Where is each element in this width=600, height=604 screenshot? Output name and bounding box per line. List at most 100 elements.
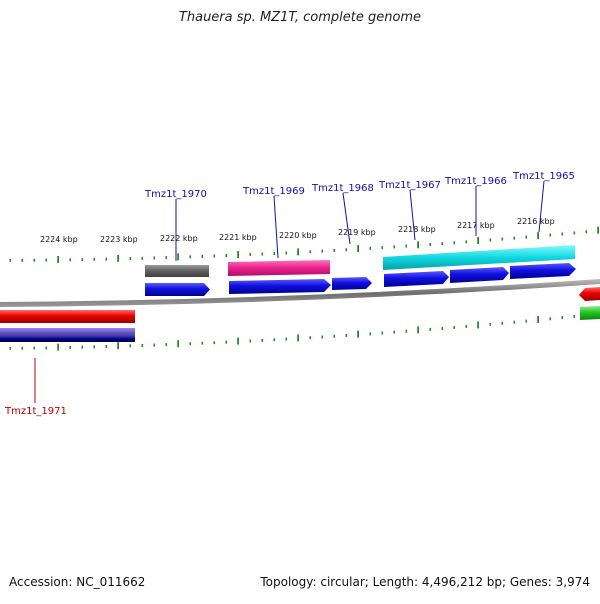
minor-tick [333, 334, 336, 338]
gene-label-tmz1t-1967[interactable]: Tmz1t_1967 [378, 180, 441, 191]
major-tick [597, 226, 599, 234]
gene-arrow-reverse-partial[interactable] [579, 287, 600, 301]
minor-tick [141, 343, 144, 347]
minor-tick [345, 248, 348, 252]
accession-text: Accession: NC_011662 [9, 575, 146, 589]
tick-label: 2219 kbp [338, 228, 376, 237]
feature-grey[interactable] [145, 265, 209, 277]
major-tick [237, 251, 239, 259]
feature-green-partial[interactable] [580, 306, 600, 320]
minor-tick [81, 258, 84, 262]
gene-arrow-tmz1t-1966[interactable] [450, 267, 509, 283]
gene-label-tmz1t-1966[interactable]: Tmz1t_1966 [444, 176, 507, 187]
minor-tick [165, 256, 168, 260]
minor-tick [69, 258, 72, 262]
major-tick [297, 248, 299, 256]
major-tick [237, 337, 239, 345]
minor-tick [165, 343, 168, 347]
minor-tick [321, 335, 324, 339]
minor-tick [201, 341, 204, 345]
minor-tick [249, 339, 252, 343]
major-tick [417, 326, 419, 334]
gene-arrow-tmz1t-1970[interactable] [145, 283, 210, 296]
minor-tick [525, 319, 528, 323]
major-tick [357, 330, 359, 338]
feature-purple[interactable] [0, 328, 135, 336]
minor-tick [465, 324, 468, 328]
minor-tick [381, 246, 384, 250]
minor-tick [21, 258, 24, 262]
gene-labels: Tmz1t_1970 Tmz1t_1969 Tmz1t_1968 Tmz1t_1… [4, 171, 575, 417]
minor-tick [249, 253, 252, 257]
minor-tick [441, 242, 444, 246]
major-tick [537, 232, 539, 240]
minor-tick [393, 330, 396, 334]
minor-tick [513, 236, 516, 240]
leader-line [273, 195, 279, 259]
minor-tick [105, 257, 108, 261]
minor-tick [369, 332, 372, 336]
leader-line [342, 192, 351, 245]
minor-tick [501, 237, 504, 241]
gene-bar-tmz1t-1971[interactable] [0, 310, 135, 323]
minor-tick [369, 246, 372, 250]
feature-pink[interactable] [228, 260, 330, 276]
minor-tick [33, 346, 36, 350]
minor-tick [129, 344, 132, 348]
feature-cyan[interactable] [383, 245, 575, 270]
minor-tick [273, 251, 276, 255]
gene-arrow-tmz1t-1969[interactable] [229, 279, 331, 294]
minor-tick [465, 240, 468, 244]
major-tick [177, 340, 179, 348]
leader-line [538, 180, 545, 233]
gene-label-tmz1t-1969[interactable]: Tmz1t_1969 [242, 186, 305, 197]
minor-tick [585, 230, 588, 234]
minor-tick [225, 340, 228, 344]
minor-tick [513, 320, 516, 324]
minor-tick [309, 336, 312, 340]
minor-tick [429, 242, 432, 246]
minor-tick [213, 341, 216, 345]
minor-tick [285, 337, 288, 341]
minor-tick [225, 254, 228, 258]
minor-tick [129, 257, 132, 261]
minor-tick [9, 258, 12, 262]
minor-tick [81, 345, 84, 349]
major-tick [297, 334, 299, 342]
tick-label: 2222 kbp [160, 234, 198, 243]
minor-tick [453, 241, 456, 245]
minor-tick [33, 258, 36, 262]
gene-arrow-tmz1t-1967[interactable] [384, 271, 449, 287]
minor-tick [21, 346, 24, 350]
minor-tick [573, 314, 576, 318]
minor-tick [309, 250, 312, 254]
minor-tick [105, 345, 108, 349]
minor-tick [573, 231, 576, 235]
minor-tick [549, 233, 552, 237]
gene-label-tmz1t-1971[interactable]: Tmz1t_1971 [4, 406, 67, 417]
gene-label-tmz1t-1965[interactable]: Tmz1t_1965 [512, 171, 575, 182]
gene-arrow-tmz1t-1965[interactable] [510, 263, 576, 279]
minor-tick [321, 249, 324, 253]
tick-label: 2223 kbp [100, 235, 138, 244]
major-tick [57, 255, 59, 263]
major-tick [177, 253, 179, 261]
feature-navy[interactable] [0, 336, 135, 342]
minor-tick [549, 317, 552, 321]
minor-tick [153, 256, 156, 260]
minor-tick [453, 325, 456, 329]
minor-tick [489, 322, 492, 326]
gene-label-tmz1t-1968[interactable]: Tmz1t_1968 [311, 183, 374, 194]
minor-tick [273, 338, 276, 342]
gene-arrow-tmz1t-1968[interactable] [332, 277, 372, 290]
minor-tick [189, 255, 192, 259]
minor-tick [429, 327, 432, 331]
leader-line [409, 189, 416, 241]
minor-tick [261, 252, 264, 256]
outer-tick-track [9, 230, 588, 262]
gene-label-tmz1t-1970[interactable]: Tmz1t_1970 [144, 189, 207, 200]
tick-label: 2221 kbp [219, 233, 257, 242]
minor-tick [285, 251, 288, 255]
minor-tick [489, 238, 492, 242]
